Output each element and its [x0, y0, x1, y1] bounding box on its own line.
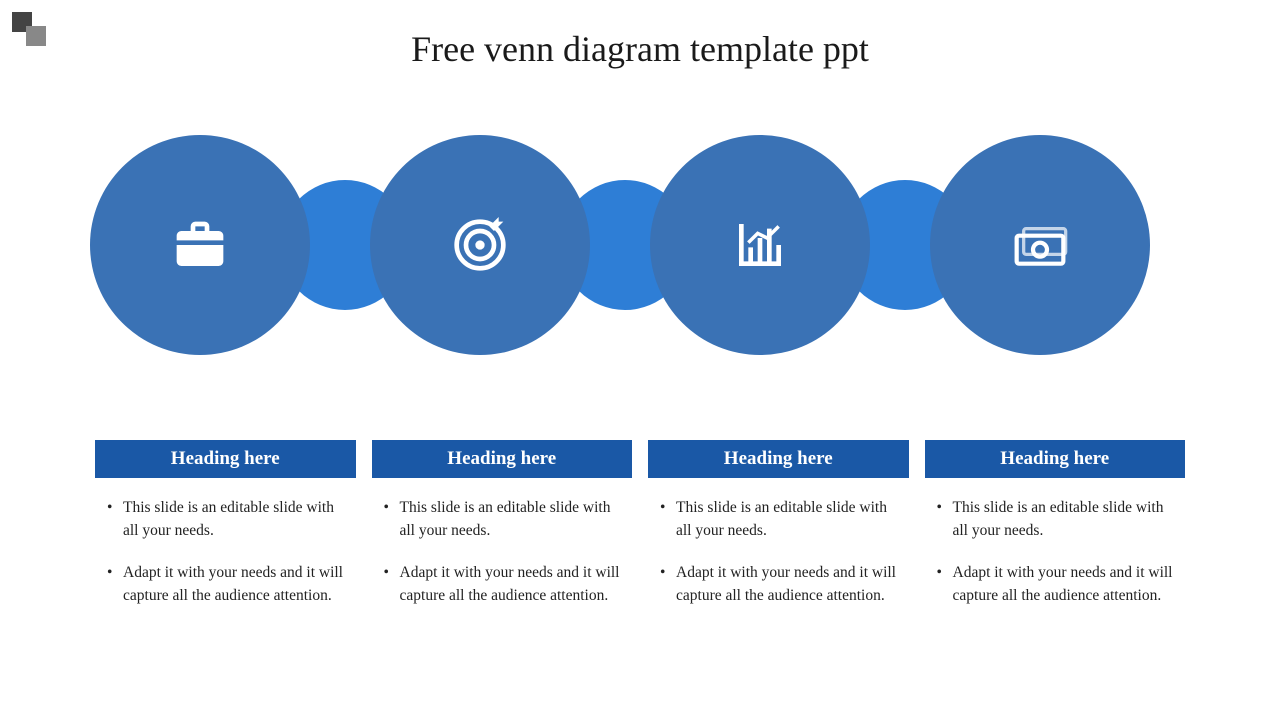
column-heading: Heading here [925, 440, 1186, 478]
venn-circle-3 [650, 135, 870, 355]
column-heading: Heading here [648, 440, 909, 478]
bullet-item: Adapt it with your needs and it will cap… [105, 561, 346, 608]
content-columns: Heading here This slide is an editable s… [95, 440, 1185, 625]
bullet-item: This slide is an editable slide with all… [935, 496, 1176, 543]
column-1: Heading here This slide is an editable s… [95, 440, 356, 625]
bullet-item: Adapt it with your needs and it will cap… [382, 561, 623, 608]
column-body: This slide is an editable slide with all… [95, 478, 356, 607]
venn-circle-4 [930, 135, 1150, 355]
bullet-item: This slide is an editable slide with all… [658, 496, 899, 543]
target-icon [452, 217, 508, 273]
column-3: Heading here This slide is an editable s… [648, 440, 909, 625]
venn-diagram [0, 130, 1280, 360]
column-heading: Heading here [372, 440, 633, 478]
briefcase-icon [172, 217, 228, 273]
bullet-item: Adapt it with your needs and it will cap… [935, 561, 1176, 608]
column-2: Heading here This slide is an editable s… [372, 440, 633, 625]
column-body: This slide is an editable slide with all… [648, 478, 909, 607]
column-heading: Heading here [95, 440, 356, 478]
venn-circle-2 [370, 135, 590, 355]
column-4: Heading here This slide is an editable s… [925, 440, 1186, 625]
venn-circle-1 [90, 135, 310, 355]
column-body: This slide is an editable slide with all… [372, 478, 633, 607]
bullet-item: This slide is an editable slide with all… [382, 496, 623, 543]
column-body: This slide is an editable slide with all… [925, 478, 1186, 607]
bar-chart-icon [732, 217, 788, 273]
bullet-item: This slide is an editable slide with all… [105, 496, 346, 543]
bullet-item: Adapt it with your needs and it will cap… [658, 561, 899, 608]
slide-title: Free venn diagram template ppt [0, 28, 1280, 70]
money-icon [1012, 217, 1068, 273]
